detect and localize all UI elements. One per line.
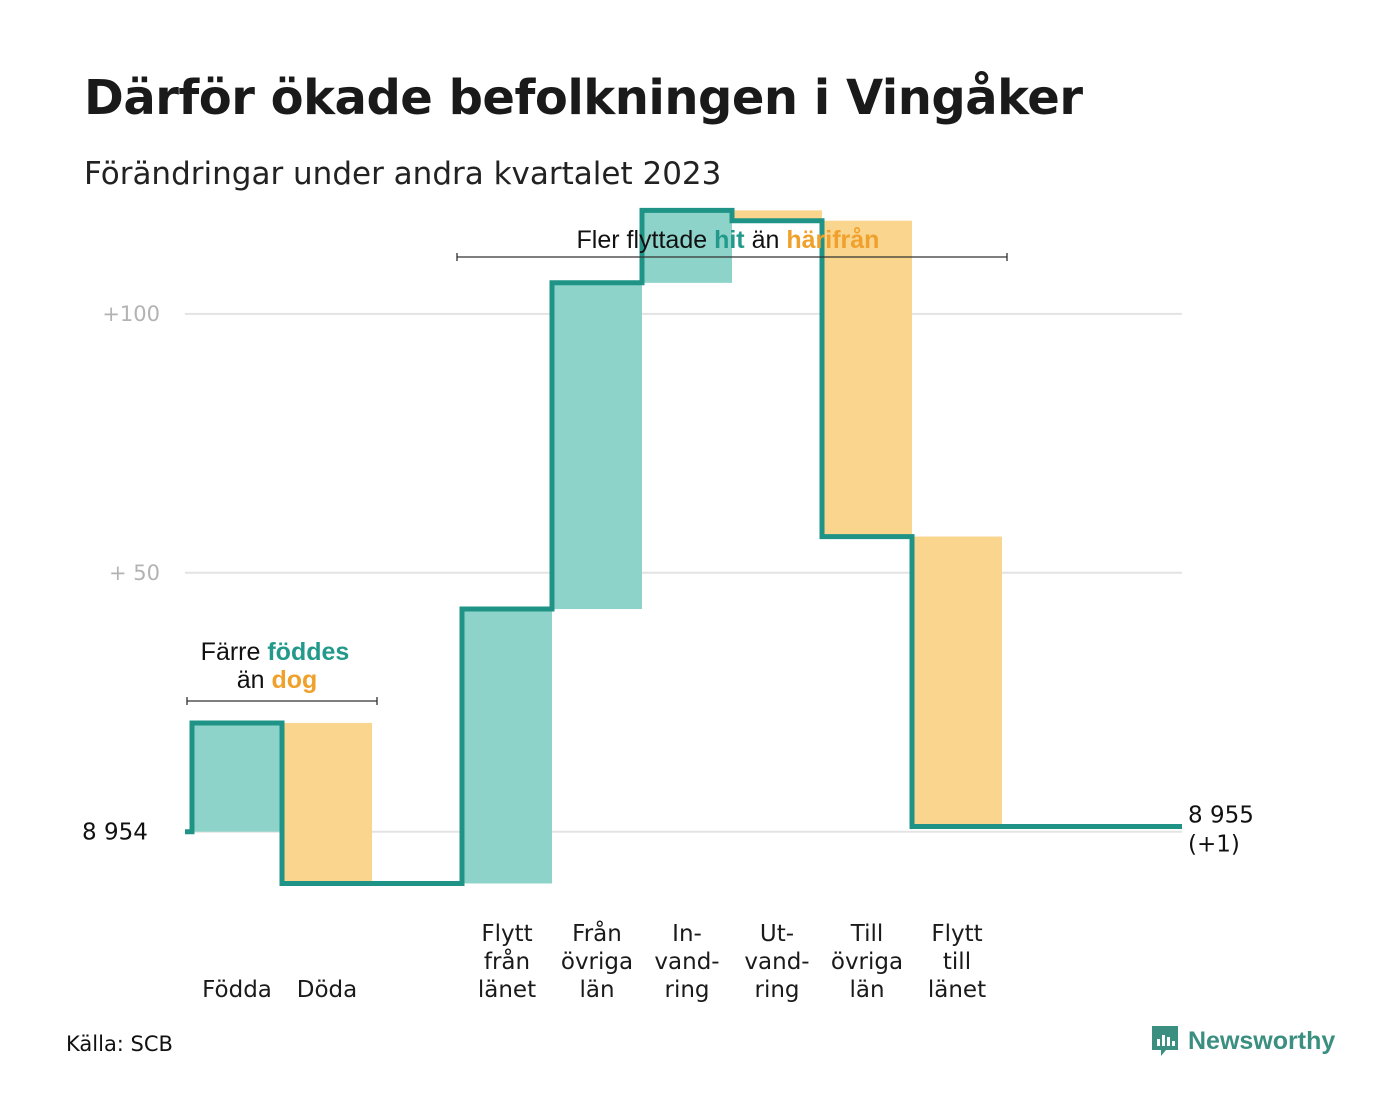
births-annotation: Färre föddes än dog	[186, 638, 378, 705]
category-label: till	[943, 949, 971, 975]
chart-title: Därför ökade befolkningen i Vingåker	[84, 70, 1083, 126]
end-value-label: (+1)	[1188, 832, 1240, 858]
category-label: ring	[664, 977, 709, 1003]
category-label: Till	[850, 921, 884, 947]
category-label: Från	[572, 919, 622, 947]
migration-bracket	[456, 253, 1008, 261]
waterfall-bar	[282, 722, 372, 884]
y-tick-label: + 50	[109, 561, 160, 585]
baseline-label: 8 954	[82, 820, 148, 846]
y-tick-label: +100	[102, 302, 160, 326]
births-annotation-line1: Färre föddes	[201, 638, 350, 666]
newsworthy-logo[interactable]: Newsworthy	[1150, 1024, 1335, 1058]
waterfall-bar	[642, 210, 732, 283]
births-annotation-line2: än dog	[237, 666, 318, 694]
category-label: övriga	[561, 949, 633, 975]
end-value-label: 8 955	[1188, 803, 1254, 829]
migration-annotation: Fler flyttade hit än härifrån	[456, 226, 1008, 261]
category-label: län	[849, 977, 884, 1003]
births-bracket	[186, 697, 378, 705]
newsworthy-logo-text: Newsworthy	[1188, 1026, 1336, 1055]
category-label: ring	[754, 977, 799, 1003]
category-label: länet	[928, 977, 986, 1003]
newsworthy-logo-icon	[1152, 1026, 1178, 1056]
chart-subtitle: Förändringar under andra kvartalet 2023	[84, 156, 722, 192]
migration-annotation-text: Fler flyttade hit än härifrån	[577, 226, 880, 254]
category-label: från	[484, 947, 530, 975]
category-label: län	[579, 977, 614, 1003]
category-label: länet	[478, 977, 536, 1003]
source-note: Källa: SCB	[66, 1032, 173, 1056]
cumulative-step-line	[185, 207, 1182, 886]
waterfall-bar	[552, 282, 642, 610]
category-label: Flytt	[931, 921, 982, 947]
category-label: Ut-	[760, 921, 794, 947]
category-label: Döda	[297, 977, 357, 1003]
waterfall-bar	[462, 609, 552, 884]
waterfall-bar	[912, 536, 1002, 827]
category-label: Flytt	[481, 921, 532, 947]
category-label: Födda	[202, 977, 272, 1003]
category-label: vand-	[654, 949, 719, 975]
bar-layer	[192, 210, 1002, 884]
line-layer	[185, 207, 1182, 886]
waterfall-bar	[822, 220, 912, 537]
category-label: övriga	[831, 949, 903, 975]
waterfall-bar	[192, 722, 282, 832]
category-label: vand-	[744, 949, 809, 975]
waterfall-bar	[732, 210, 822, 221]
category-label: In-	[672, 921, 702, 947]
